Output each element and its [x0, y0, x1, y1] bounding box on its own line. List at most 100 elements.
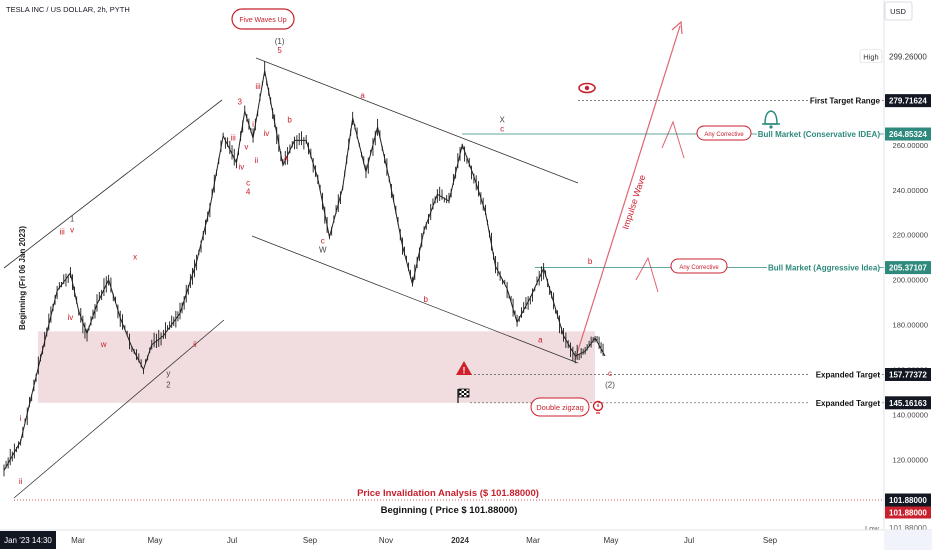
trendline-upper-channel	[3, 99, 223, 269]
level-label: Bull Market (Aggressive Idea)	[768, 264, 880, 273]
price-tag-value: 101.88000	[889, 509, 927, 518]
five-waves-up-badge[interactable]	[231, 8, 295, 30]
price-tags: High 299.26000 279.71624 264.85324 205.37107…	[859, 49, 931, 533]
high-tag-label-box	[859, 49, 883, 64]
impulse-wave-arrowhead	[671, 20, 683, 35]
level-label-bg	[809, 395, 879, 408]
time-tick-label: Mar	[526, 536, 540, 545]
wave-label: a	[360, 91, 365, 100]
wave-label: iii	[230, 133, 236, 142]
level-label-bg	[757, 127, 879, 140]
wave-label: iv	[68, 313, 74, 322]
wave-label: (2)	[605, 380, 615, 389]
price-tag	[885, 127, 931, 141]
double-zigzag-badge[interactable]	[530, 397, 590, 417]
time-axis-corner	[884, 530, 932, 550]
price-tag-value: 299.26000	[889, 53, 927, 62]
wave-label: v	[244, 142, 248, 151]
wave-label: 3	[238, 97, 243, 106]
wave-label: 4	[246, 187, 251, 196]
level-label: Expanded Target	[816, 399, 881, 408]
price-line	[3, 70, 606, 471]
price-tick-label: 220.00000	[893, 231, 928, 240]
price-tag-secondary	[885, 506, 931, 519]
trendline-descending-bottom	[251, 235, 579, 364]
low-label: Low	[865, 524, 879, 533]
price-tag	[885, 261, 931, 275]
time-tick-label: Jan '23 14:30	[4, 536, 52, 545]
wave-label: iii	[255, 82, 261, 91]
level-label-bg	[809, 367, 879, 380]
warning-icon: !	[456, 361, 472, 376]
wave-label: c	[321, 237, 325, 246]
level-label-bg	[767, 260, 879, 273]
time-tick-label: Nov	[379, 536, 393, 545]
wave-label: (1)	[275, 37, 285, 46]
eye-icon[interactable]	[578, 82, 596, 94]
wave-label: a	[538, 336, 543, 345]
corrective-zigzag-upper	[661, 120, 685, 159]
currency-label: USD	[890, 7, 906, 16]
alert-bell-icon[interactable]	[762, 110, 780, 129]
low-value: 101.88000	[889, 524, 927, 533]
time-tick-label: Sep	[763, 536, 778, 545]
price-tick-label: 120.00000	[893, 455, 928, 464]
any-corrective-badge-upper[interactable]	[696, 125, 752, 141]
wave-label: w	[100, 340, 107, 349]
wave-label: c	[500, 124, 504, 133]
price-tick-label: 200.00000	[893, 276, 928, 285]
price-tag-value: 205.37107	[889, 264, 927, 273]
price-tick-label: 140.00000	[893, 410, 928, 419]
price-tick-label: 240.00000	[893, 186, 928, 195]
time-cursor-tag	[0, 531, 56, 549]
wave-label: W	[319, 246, 327, 255]
wave-label: b	[287, 115, 292, 124]
level-label: First Target Range	[810, 97, 881, 106]
wave-label: i	[20, 414, 22, 423]
chart-title: TESLA INC / US DOLLAR, 2h, PYTH	[6, 5, 130, 14]
checkered-flag-icon	[457, 388, 470, 403]
price-tag-value: 264.85324	[889, 130, 927, 139]
beginning-vertical-label: Beginning (Fri 06 Jan 2023)	[18, 226, 27, 330]
wave-label: 1	[70, 214, 75, 223]
time-tick-label: Jul	[684, 536, 694, 545]
trendline-descending-top	[255, 57, 579, 184]
wave-label: c	[246, 178, 250, 187]
time-tick-label: Jul	[227, 536, 237, 545]
lightbulb-icon	[592, 400, 604, 414]
five-waves-up-label: Five Waves Up	[239, 17, 286, 24]
corrective-zigzag-lower	[635, 256, 659, 293]
price-tag	[885, 94, 931, 108]
wave-label: ii	[193, 340, 197, 349]
support-zone	[38, 331, 595, 403]
price-tag	[885, 493, 931, 507]
wave-label: x	[133, 252, 137, 261]
price-tick-label: 180.00000	[893, 321, 928, 330]
impulse-wave-arrow	[574, 25, 681, 361]
time-tick-label: 2024	[451, 536, 469, 545]
wave-label: ii	[255, 156, 259, 165]
wave-label: iv	[263, 129, 269, 138]
wave-label: 2	[166, 380, 171, 389]
wave-label: ii	[19, 477, 23, 486]
double-zigzag-label: Double zigzag	[536, 403, 584, 412]
price-tick-label: 260.00000	[893, 141, 928, 150]
wave-label: v	[70, 225, 74, 234]
wave-label: b	[424, 295, 429, 304]
price-tag	[885, 396, 931, 410]
time-tick-label: Mar	[71, 536, 85, 545]
wave-label: 5	[277, 46, 282, 55]
wave-label: a	[284, 154, 289, 163]
price-tag-value: 279.71624	[889, 97, 927, 106]
time-axis-ticks: Jan '23 14:30 Mar May Jul Sep Nov 2024 Mar May Ju…	[0, 531, 778, 549]
wave-label: iii	[59, 228, 65, 237]
any-corrective-badge-lower[interactable]	[670, 258, 728, 274]
wave-label: c	[608, 369, 612, 378]
time-axis[interactable]	[0, 530, 932, 550]
trendline-lower-channel	[13, 319, 225, 499]
time-tick-label: May	[147, 536, 162, 545]
level-lines: First Target Range Bull Market (Conservat…	[14, 93, 884, 501]
currency-box[interactable]	[884, 1, 913, 21]
